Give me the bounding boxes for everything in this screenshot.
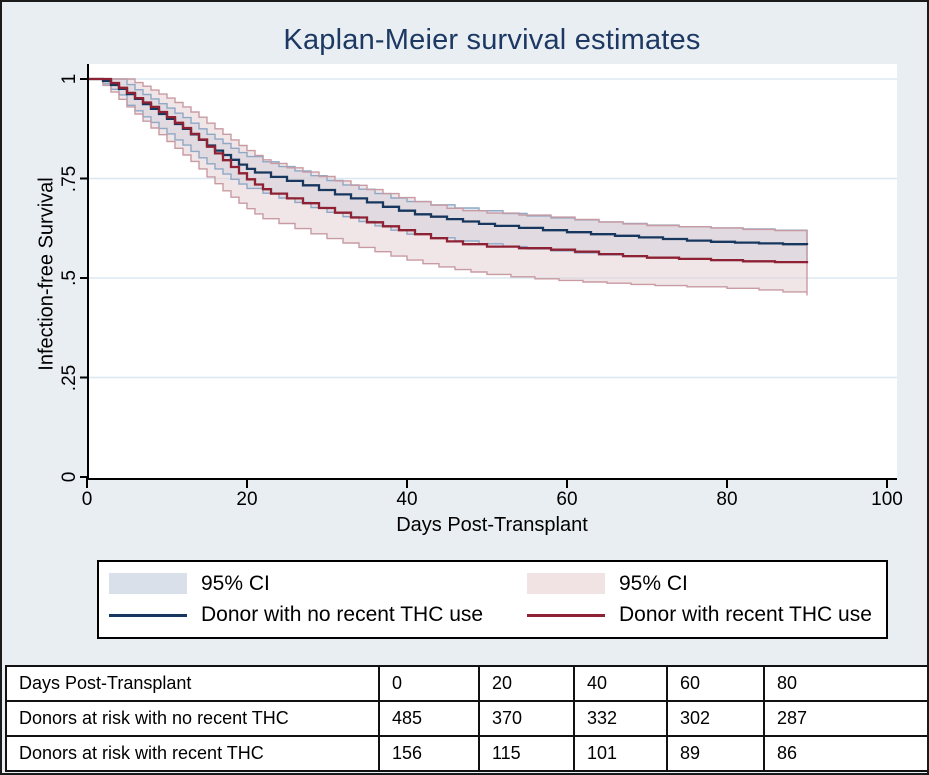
legend-entry-thc: Donor with recent THC use (527, 603, 886, 627)
x-tick-label: 80 (716, 489, 738, 510)
km-curve (87, 77, 809, 246)
chart-legend: 95% CI 95% CI Donor with no recent THC u… (97, 560, 888, 639)
table-cell: 40 (573, 665, 668, 702)
y-tick-label: .75 (59, 165, 80, 192)
table-cell: 86 (763, 735, 927, 772)
table-cell: 101 (573, 735, 668, 772)
km-plot-canvas (80, 64, 897, 488)
y-tick-label: .5 (59, 270, 80, 286)
x-tick-label: 20 (236, 489, 258, 510)
legend-entry-ci-thc: 95% CI (527, 572, 886, 596)
table-cell: 115 (478, 735, 575, 772)
legend-label: 95% CI (201, 571, 270, 595)
y-tick-label: .25 (59, 364, 80, 391)
km-curve (87, 77, 809, 264)
legend-label: Donor with no recent THC use (201, 603, 484, 627)
y-tick-label: 1 (59, 73, 80, 85)
legend-entry-no-thc: Donor with no recent THC use (109, 603, 527, 627)
line-swatch-no-thc (109, 613, 187, 617)
table-row: Days Post-Transplant 0 20 40 60 80 (5, 665, 927, 702)
table-cell: Donors at risk with recent THC (5, 735, 380, 772)
table-cell: 60 (666, 665, 765, 702)
legend-entry-ci-no-thc: 95% CI (109, 572, 527, 596)
table-cell: 485 (378, 700, 480, 737)
table-cell: 20 (478, 665, 575, 702)
legend-label: Donor with recent THC use (619, 603, 872, 627)
table-cell: Donors at risk with no recent THC (5, 700, 380, 737)
chart-title: Kaplan-Meier survival estimates (283, 24, 701, 56)
legend-label: 95% CI (619, 571, 688, 595)
y-tick-label: 0 (59, 471, 80, 483)
table-cell: Days Post-Transplant (5, 665, 380, 702)
table-cell: 370 (478, 700, 575, 737)
x-tick-label: 100 (871, 489, 903, 510)
table-cell: 80 (763, 665, 927, 702)
y-axis-label: Infection-free Survival (35, 177, 58, 371)
x-tick-label: 60 (556, 489, 578, 510)
x-tick-label: 0 (81, 489, 93, 510)
table-row: Donors at risk with recent THC 156 115 101 8… (5, 735, 927, 772)
ci-band-swatch-no-thc (109, 573, 187, 595)
table-cell: 287 (763, 700, 927, 737)
table-cell: 0 (378, 665, 480, 702)
ci-band (87, 79, 807, 296)
table-cell: 302 (666, 700, 765, 737)
table-cell: 89 (666, 735, 765, 772)
table-cell: 156 (378, 735, 480, 772)
table-row: Donors at risk with no recent THC 485 370 3… (5, 700, 927, 737)
ci-band-swatch-thc (527, 573, 605, 595)
table-cell: 332 (573, 700, 668, 737)
line-swatch-thc (527, 613, 605, 617)
numbers-at-risk-table: Days Post-Transplant 0 20 40 60 80 Donors at r… (5, 665, 927, 772)
risk-table-body: Days Post-Transplant 0 20 40 60 80 Donors at r… (5, 665, 927, 772)
ci-band-edge (87, 78, 808, 296)
x-tick-label: 40 (396, 489, 418, 510)
x-axis-label: Days Post-Transplant (396, 514, 588, 536)
